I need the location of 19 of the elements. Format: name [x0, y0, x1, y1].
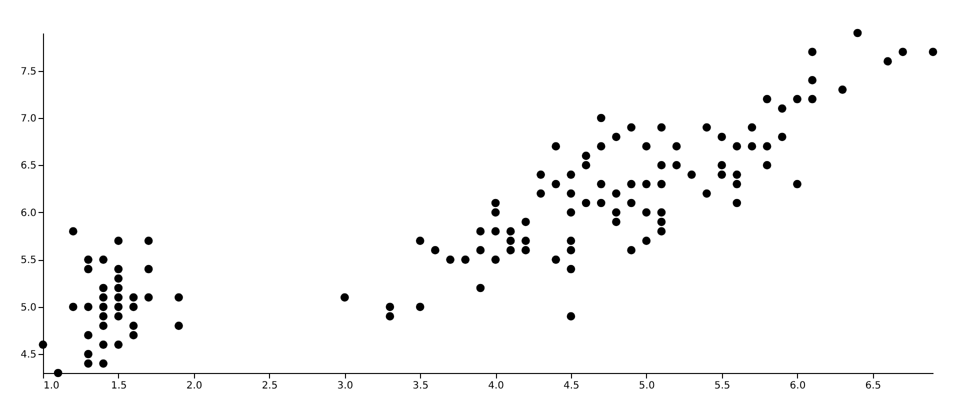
x-tick-label: 1.0 — [44, 380, 60, 392]
x-tick-label: 6.5 — [865, 380, 882, 392]
y-tick-label: 7.5 — [20, 66, 36, 78]
y-tick-label: 4.5 — [20, 350, 36, 361]
x-tick-label: 5.0 — [638, 380, 655, 392]
x-tick-label: 1.5 — [110, 380, 127, 392]
x-tick-label: 3.0 — [337, 380, 354, 392]
y-tick-label: 6.0 — [20, 208, 36, 219]
x-tick-label: 2.0 — [186, 380, 202, 392]
y-tick-label: 5.5 — [20, 255, 36, 266]
x-tick-label: 4.0 — [488, 380, 504, 392]
y-tick-label: 5.0 — [20, 302, 36, 314]
x-tick-label: 6.0 — [790, 380, 806, 392]
x-tick-label: 2.5 — [262, 380, 278, 392]
x-tick-label: 5.5 — [714, 380, 730, 392]
x-tick-label: 3.5 — [412, 380, 429, 392]
x-tick-label: 4.5 — [564, 380, 580, 392]
y-tick-label: 7.0 — [20, 114, 36, 124]
y-tick-label: 6.5 — [20, 160, 36, 172]
